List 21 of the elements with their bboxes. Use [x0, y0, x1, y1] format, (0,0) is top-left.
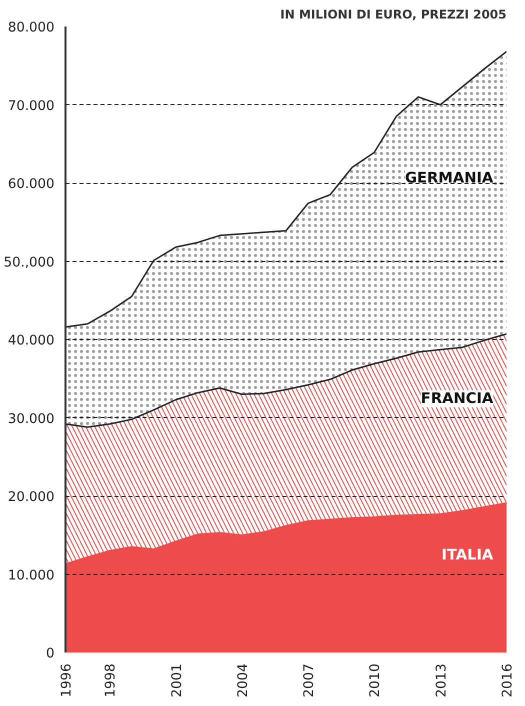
x-tick-label: 2016 [500, 663, 516, 698]
x-tick-label: 2001 [170, 663, 185, 698]
x-tick-label: 2004 [236, 663, 251, 698]
y-tick-label: 50.,000 [4, 255, 55, 270]
x-tick-label: 2013 [434, 663, 450, 698]
y-tick-label: 80.000 [8, 20, 55, 36]
y-tick-label: 60.000 [8, 177, 55, 192]
y-tick-label: 20.000 [8, 490, 55, 505]
y-tick-label: 10.000 [8, 568, 55, 584]
x-tick-label: 2007 [302, 663, 318, 698]
y-tick-label: 30.000 [8, 412, 55, 427]
series-label: FRANCIA [420, 390, 494, 408]
y-tick-label: 70.000 [8, 98, 55, 114]
series-label: GERMANIA [404, 170, 494, 187]
chart-subtitle: IN MILIONI DI EURO, PREZZI 2005 [280, 8, 507, 22]
y-tick-label: 40.000 [8, 334, 55, 348]
y-tick-label: 0 [46, 646, 55, 662]
series-label: ITALIA [441, 546, 494, 564]
x-tick-label: 1998 [104, 663, 119, 698]
x-tick-label: 2010 [368, 663, 384, 698]
x-tick-label: 1996 [60, 663, 74, 698]
